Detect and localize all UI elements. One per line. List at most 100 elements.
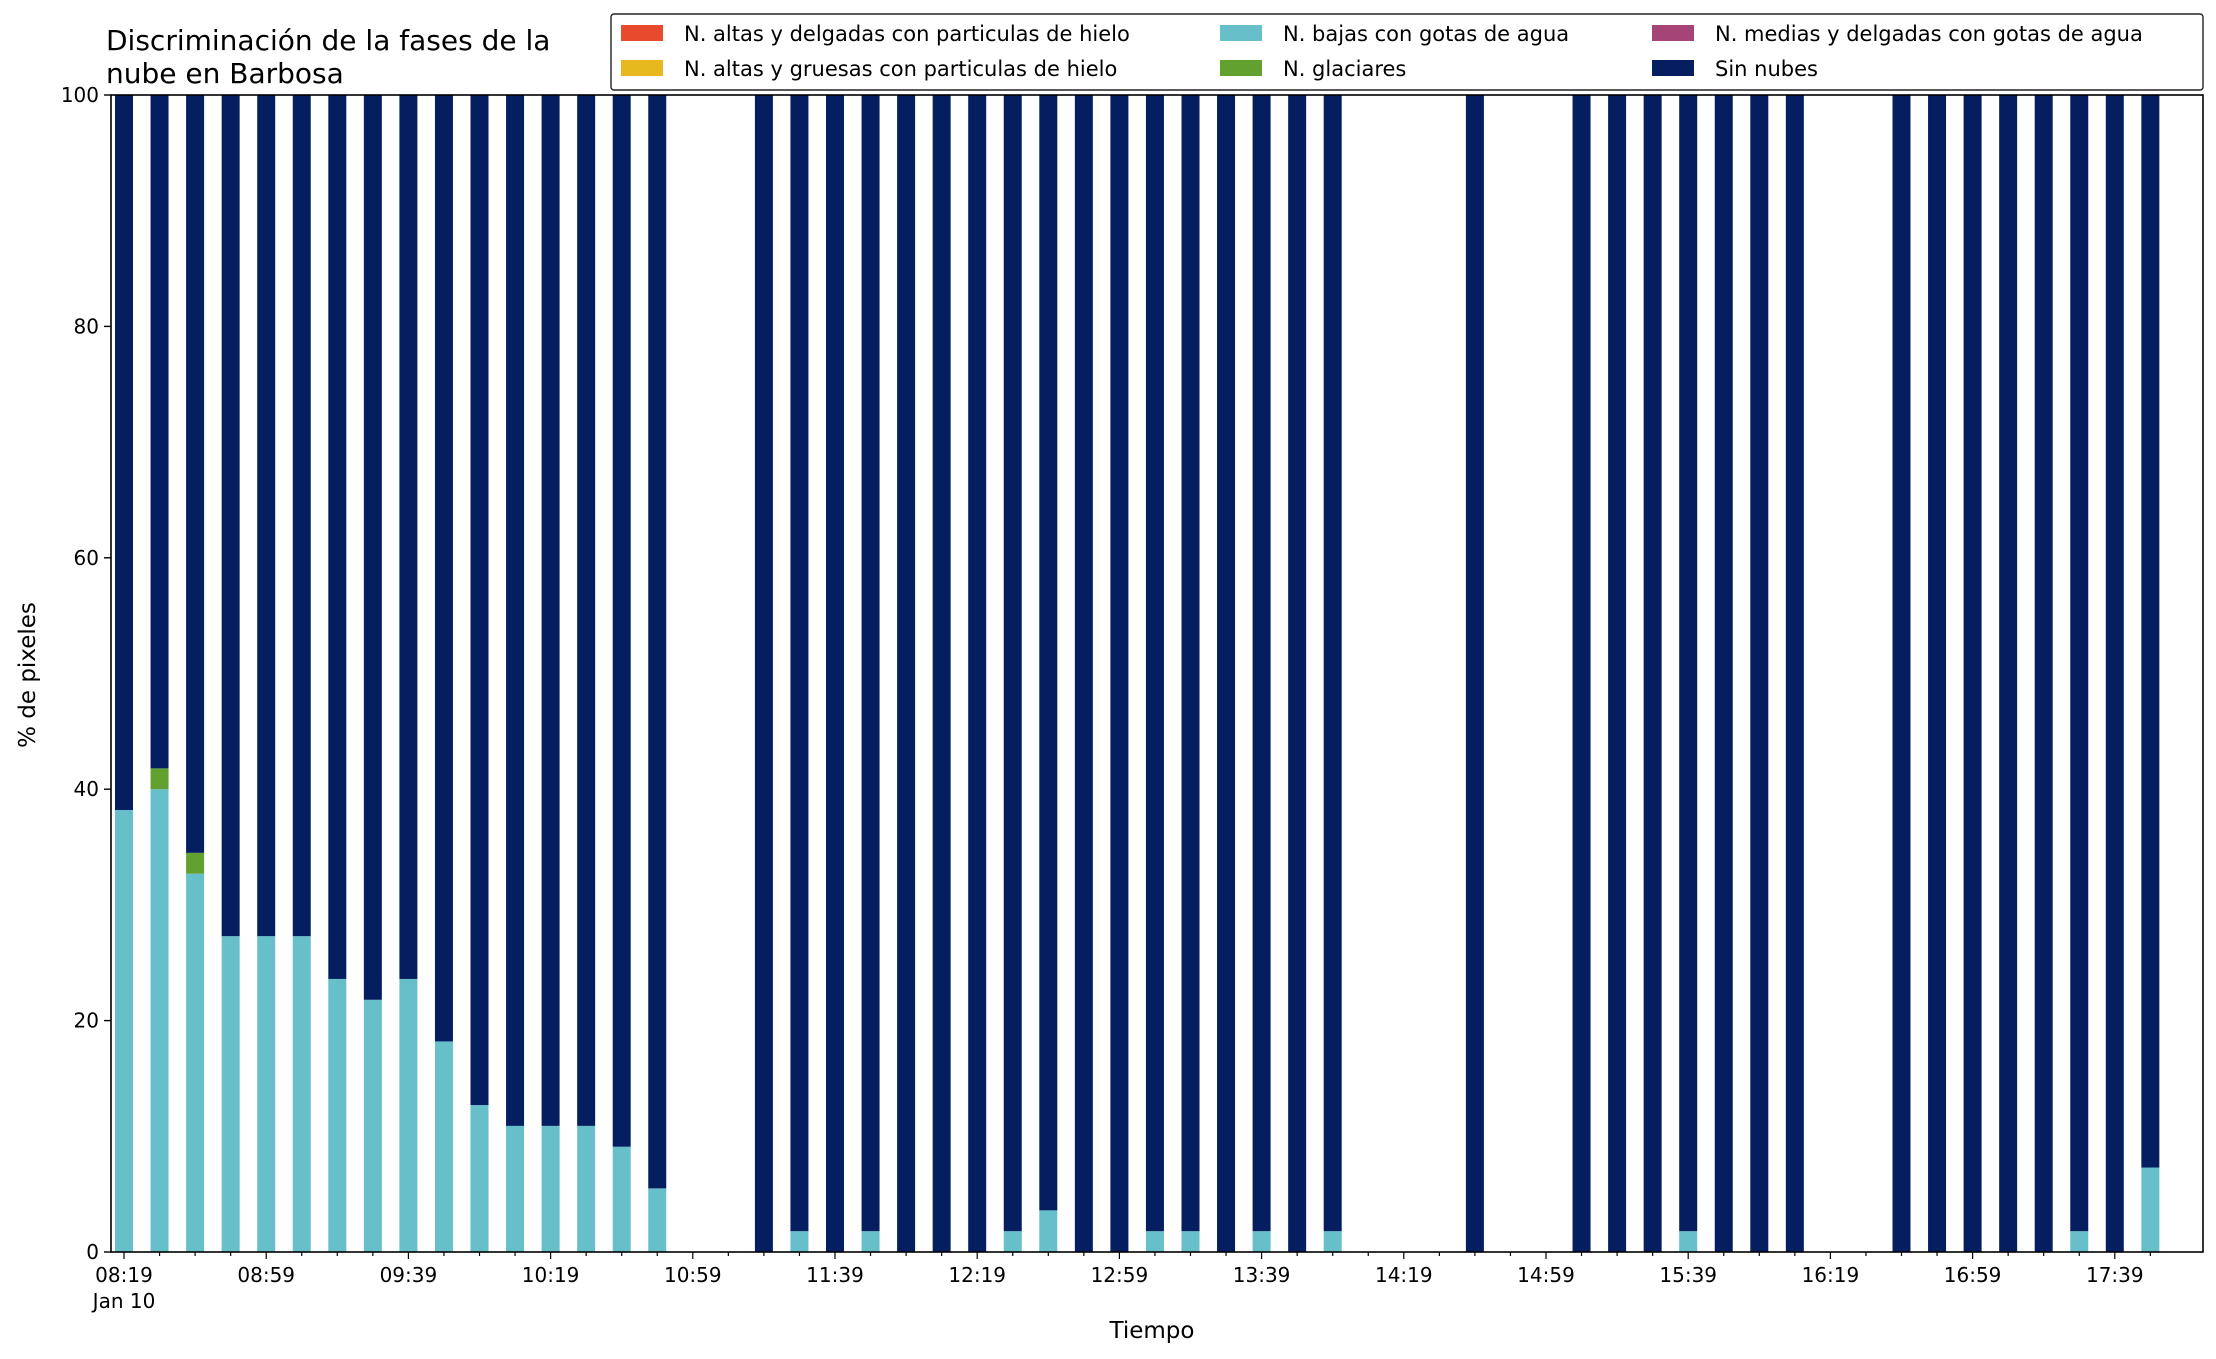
bar-segment bbox=[221, 936, 240, 1252]
plot-frame bbox=[110, 94, 2204, 1253]
x-tick-label: 15:39 bbox=[1659, 1263, 1717, 1287]
bar-segment bbox=[2070, 95, 2089, 1232]
bar-segment bbox=[541, 1125, 560, 1252]
bar-segment bbox=[1750, 95, 1769, 1252]
bar-segment bbox=[1323, 95, 1342, 1232]
x-tick-label: 09:39 bbox=[380, 1263, 438, 1287]
bar-segment bbox=[648, 95, 667, 1189]
legend-label: Sin nubes bbox=[1715, 57, 1818, 81]
legend-swatch bbox=[1220, 25, 1262, 41]
legend-swatch bbox=[1652, 25, 1694, 41]
bar-segment bbox=[1003, 95, 1022, 1232]
legend-label: N. medias y delgadas con gotas de agua bbox=[1715, 22, 2143, 46]
x-tick-label: 14:19 bbox=[1375, 1263, 1433, 1287]
y-tick-label: 80 bbox=[74, 314, 99, 338]
bar-segment bbox=[399, 978, 418, 1252]
bar-segment bbox=[1572, 95, 1591, 1252]
legend-label: N. glaciares bbox=[1283, 57, 1406, 81]
chart-title-line: nube en Barbosa bbox=[106, 57, 344, 90]
bar-segment bbox=[1252, 1231, 1271, 1252]
bar-segment bbox=[2070, 1231, 2089, 1252]
legend-label: N. bajas con gotas de agua bbox=[1283, 22, 1569, 46]
legend: N. altas y delgadas con particulas de hi… bbox=[610, 13, 2204, 91]
bar-segment bbox=[470, 1105, 489, 1252]
bar-segment bbox=[1039, 1210, 1058, 1252]
bars-layer bbox=[115, 95, 2160, 1252]
bar-segment bbox=[1643, 95, 1662, 1252]
bar-segment bbox=[1110, 95, 1129, 1252]
bar-segment bbox=[1181, 95, 1200, 1232]
bar-segment bbox=[150, 95, 169, 769]
bar-segment bbox=[186, 852, 205, 874]
x-tick-label: 14:59 bbox=[1517, 1263, 1575, 1287]
bar-segment bbox=[292, 95, 311, 937]
bar-segment bbox=[1039, 95, 1058, 1211]
bar-segment bbox=[1892, 95, 1911, 1252]
bar-segment bbox=[1217, 95, 1236, 1252]
y-tick-label: 100 bbox=[61, 83, 99, 107]
bar-segment bbox=[150, 768, 169, 790]
bar-segment bbox=[861, 1231, 880, 1252]
bar-segment bbox=[754, 95, 773, 1252]
bar-segment bbox=[1288, 95, 1307, 1252]
bar-segment bbox=[257, 936, 276, 1252]
legend-label: N. altas y gruesas con particulas de hie… bbox=[684, 57, 1117, 81]
bar-segment bbox=[328, 95, 347, 979]
legend-label: N. altas y delgadas con particulas de hi… bbox=[684, 22, 1130, 46]
x-tick-label: 10:59 bbox=[664, 1263, 722, 1287]
bar-segment bbox=[1003, 1231, 1022, 1252]
y-tick-label: 0 bbox=[86, 1240, 99, 1264]
bar-segment bbox=[221, 95, 240, 937]
bar-segment bbox=[506, 1125, 525, 1252]
x-tick-label: 10:19 bbox=[522, 1263, 580, 1287]
x-tick-label: 13:39 bbox=[1233, 1263, 1291, 1287]
bar-segment bbox=[328, 978, 347, 1252]
bar-segment bbox=[790, 95, 809, 1232]
bar-segment bbox=[1323, 1231, 1342, 1252]
bar-segment bbox=[861, 95, 880, 1232]
bar-segment bbox=[1679, 95, 1698, 1232]
bar-segment bbox=[186, 95, 205, 853]
bar-segment bbox=[1785, 95, 1804, 1252]
bar-segment bbox=[1999, 95, 2018, 1252]
x-tick-label: 11:39 bbox=[806, 1263, 864, 1287]
bar-segment bbox=[186, 873, 205, 1252]
bar-segment bbox=[577, 1125, 596, 1252]
bar-segment bbox=[1252, 95, 1271, 1232]
bar-segment bbox=[1145, 1231, 1164, 1252]
bar-segment bbox=[2141, 1167, 2160, 1252]
bar-segment bbox=[932, 95, 951, 1252]
bar-segment bbox=[1145, 95, 1164, 1232]
legend-swatch bbox=[621, 60, 663, 76]
y-axis-label: % de pixeles bbox=[15, 602, 41, 748]
bar-segment bbox=[434, 95, 453, 1042]
bar-segment bbox=[115, 810, 133, 1252]
bar-segment bbox=[1608, 95, 1627, 1252]
bar-segment bbox=[363, 999, 382, 1252]
bar-segment bbox=[434, 1041, 453, 1252]
bar-segment bbox=[2141, 95, 2160, 1168]
x-tick-sublabel: Jan 10 bbox=[91, 1289, 156, 1313]
bar-segment bbox=[2105, 95, 2124, 1252]
bar-segment bbox=[541, 95, 560, 1126]
bar-segment bbox=[470, 95, 489, 1106]
bar-segment bbox=[2034, 95, 2053, 1252]
bar-segment bbox=[577, 95, 596, 1126]
axes-layer: 0 20 40 60 80 100 08:19 08:59 09:39 10:19 10:59 11:… bbox=[61, 83, 2204, 1313]
legend-box bbox=[610, 13, 2204, 91]
bar-segment bbox=[150, 789, 169, 1252]
legend-swatch bbox=[1652, 60, 1694, 76]
bar-segment bbox=[790, 1231, 809, 1252]
x-tick-label: 16:59 bbox=[1944, 1263, 2002, 1287]
chart-title-line: Discriminación de la fases de la bbox=[106, 24, 550, 57]
bar-segment bbox=[115, 95, 133, 811]
legend-swatch bbox=[621, 25, 663, 41]
bar-segment bbox=[292, 936, 311, 1252]
bar-segment bbox=[648, 1188, 667, 1252]
bar-segment bbox=[897, 95, 916, 1252]
bar-segment bbox=[612, 1146, 631, 1252]
x-tick-label: 17:39 bbox=[2086, 1263, 2144, 1287]
